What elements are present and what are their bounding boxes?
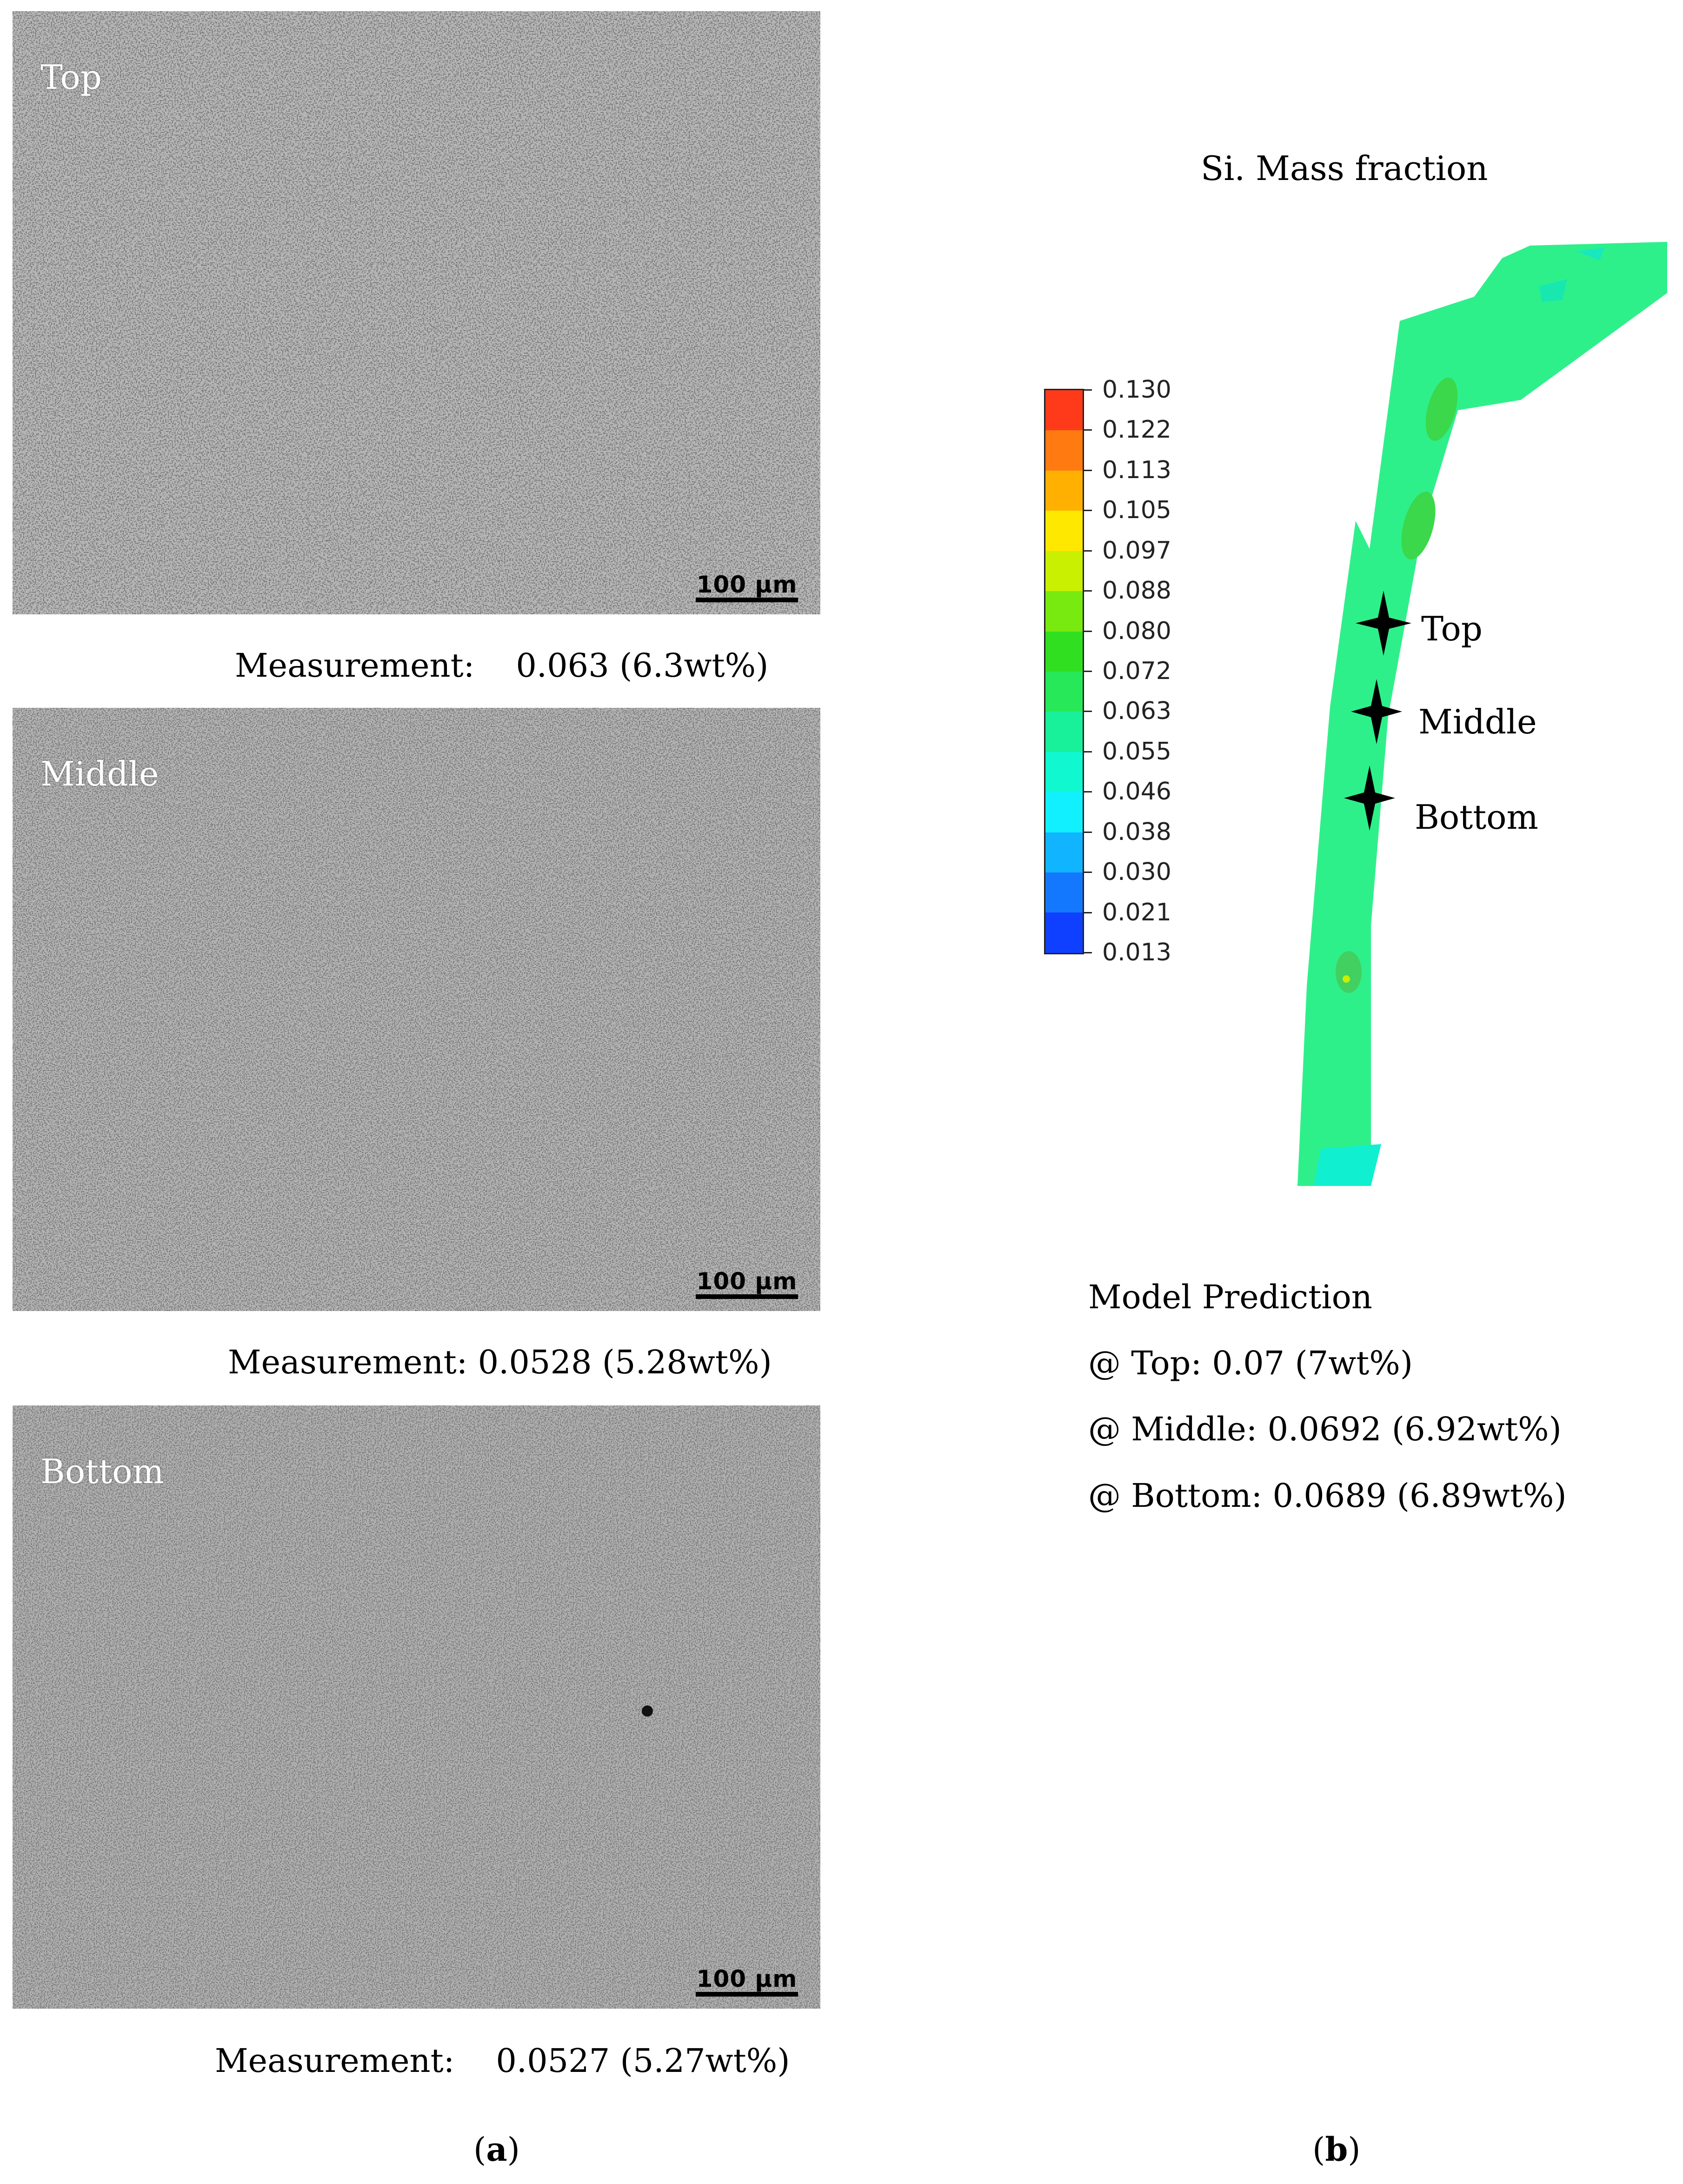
scale-bar-label: 100 µm (696, 1965, 798, 1992)
colorbar-segment (1045, 390, 1083, 431)
colorbar-tick-label: 0.063 (1102, 697, 1171, 726)
colorbar-segment (1045, 671, 1083, 712)
colorbar-tick (1083, 711, 1092, 712)
measurement-bottom: Measurement: 0.0527 (5.27wt%) (215, 2042, 790, 2080)
colorbar-segment (1045, 792, 1083, 832)
simulation-field (1297, 242, 1667, 1186)
colorbar-tick (1083, 550, 1092, 552)
micrograph-middle: Middle 100 µm (13, 708, 820, 1311)
field-highlight (1314, 1144, 1381, 1186)
colorbar-tick-label: 0.113 (1102, 456, 1171, 484)
prediction-top: @ Top: 0.07 (7wt%) (1088, 1344, 1413, 1382)
colorbar (1044, 389, 1084, 954)
simulation-title: Si. Mass fraction (1201, 149, 1488, 188)
colorbar-segment (1045, 551, 1083, 592)
colorbar-tick-label: 0.088 (1102, 577, 1171, 605)
marker-top-icon (1356, 591, 1411, 656)
panel-b-sublabel: (b) (1312, 2130, 1361, 2169)
colorbar-tick-label: 0.130 (1102, 376, 1171, 404)
colorbar-tick-label: 0.013 (1102, 939, 1171, 966)
colorbar-tick (1083, 912, 1092, 913)
colorbar-segment (1045, 470, 1083, 511)
marker-bottom-icon (1344, 766, 1395, 831)
colorbar-tick-label: 0.072 (1102, 657, 1171, 685)
scale-bar: 100 µm (696, 1269, 798, 1299)
scale-bar: 100 µm (696, 1967, 798, 1997)
micrograph-top: Top 100 µm (13, 11, 820, 614)
micrograph-bottom: Bottom 100 µm (13, 1405, 820, 2009)
colorbar-tick-label: 0.122 (1102, 416, 1171, 444)
marker-label-middle: Middle (1418, 702, 1537, 741)
colorbar-segment (1045, 872, 1083, 913)
micrograph-label-top: Top (40, 58, 102, 97)
measurement-middle: Measurement: 0.0528 (5.28wt%) (228, 1343, 772, 1381)
field-highlight (1539, 279, 1567, 302)
field-highlight (1336, 951, 1362, 993)
marker-label-bottom: Bottom (1415, 798, 1538, 837)
colorbar-tick (1083, 671, 1092, 672)
colorbar-segment (1045, 511, 1083, 551)
colorbar-segment (1045, 430, 1083, 471)
colorbar-tick-label: 0.097 (1102, 536, 1171, 565)
field-highlight (1577, 247, 1604, 260)
scale-bar-label: 100 µm (696, 1268, 798, 1295)
colorbar-segment (1045, 752, 1083, 792)
colorbar-tick (1083, 469, 1092, 471)
colorbar-segment (1045, 912, 1083, 953)
casting-section (1297, 242, 1667, 1186)
field-highlight (1343, 975, 1350, 983)
colorbar-tick (1083, 590, 1092, 592)
field-highlight (1425, 377, 1458, 441)
colorbar-tick-label: 0.080 (1102, 617, 1171, 645)
colorbar-segment (1045, 591, 1083, 632)
colorbar-segment (1045, 832, 1083, 873)
field-highlight (1401, 492, 1436, 559)
colorbar-tick-label: 0.021 (1102, 898, 1171, 926)
scale-bar-label: 100 µm (696, 571, 798, 598)
colorbar-tick (1083, 872, 1092, 873)
colorbar-tick-label: 0.030 (1102, 858, 1171, 886)
colorbar-tick (1083, 429, 1092, 431)
colorbar-tick (1083, 831, 1092, 833)
colorbar-tick (1083, 751, 1092, 752)
colorbar-tick-label: 0.046 (1102, 778, 1171, 806)
prediction-bottom: @ Bottom: 0.0689 (6.89wt%) (1088, 1477, 1567, 1515)
colorbar-tick (1083, 389, 1092, 391)
panel-a-sublabel: (a) (473, 2130, 520, 2169)
prediction-heading: Model Prediction (1088, 1278, 1372, 1316)
marker-label-top: Top (1421, 609, 1483, 648)
prediction-middle: @ Middle: 0.0692 (6.92wt%) (1088, 1410, 1562, 1448)
micrograph-label-bottom: Bottom (40, 1452, 164, 1491)
scale-bar: 100 µm (696, 573, 798, 602)
colorbar-segment (1045, 631, 1083, 672)
marker-middle-icon (1351, 679, 1402, 744)
colorbar-tick (1083, 510, 1092, 512)
scale-bar-line (696, 1992, 798, 1997)
colorbar-tick (1083, 952, 1092, 953)
colorbar-segment (1045, 712, 1083, 752)
colorbar-tick-label: 0.055 (1102, 737, 1171, 766)
scale-bar-line (696, 1294, 798, 1299)
measurement-top: Measurement: 0.063 (6.3wt%) (235, 646, 769, 685)
scale-bar-line (696, 598, 798, 602)
micrograph-label-middle: Middle (40, 754, 159, 793)
colorbar-tick (1083, 791, 1092, 793)
colorbar-tick-label: 0.038 (1102, 818, 1171, 846)
colorbar-tick-label: 0.105 (1102, 496, 1171, 525)
colorbar-tick (1083, 630, 1092, 632)
